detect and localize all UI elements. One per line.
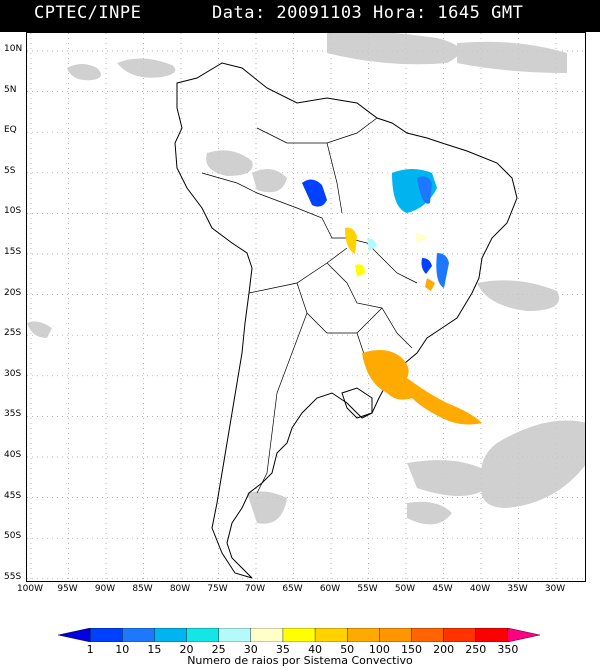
colorbar-segment	[411, 628, 445, 642]
colorbar-segment	[282, 628, 316, 642]
lon-label: 100W	[16, 584, 44, 594]
colorbar-segment	[218, 628, 252, 642]
colorbar-segment	[154, 628, 188, 642]
lat-label: 35S	[4, 409, 22, 420]
lat-label: 30S	[4, 368, 22, 379]
colorbar-label: 35	[275, 643, 290, 656]
lat-label: 25S	[4, 328, 22, 339]
lat-label: 5N	[4, 84, 17, 95]
colorbar-segment	[186, 628, 220, 642]
colorbar-label: 200	[433, 643, 455, 656]
lat-label: 20S	[4, 287, 22, 298]
lon-label: 90W	[94, 584, 116, 594]
colorbar-label: 250	[465, 643, 487, 656]
colorbar-label: 100	[368, 643, 390, 656]
lon-label: 50W	[394, 584, 416, 594]
lon-label: 85W	[132, 584, 153, 594]
colorbar-segment	[379, 628, 413, 642]
colorbar-segment	[475, 628, 509, 642]
colorbar-label: 350	[497, 643, 519, 656]
colorbar-label: 40	[308, 643, 323, 656]
lat-label: 50S	[4, 531, 22, 542]
colorbar-segment	[314, 628, 348, 642]
lat-label: 10N	[4, 44, 23, 54]
lat-label: 40S	[4, 450, 22, 460]
lat-label: 45S	[4, 490, 22, 501]
graticule	[27, 33, 585, 581]
colorbar-label: 150	[400, 643, 422, 656]
colorbar-label: 10	[115, 643, 130, 656]
colorbar-segment	[250, 628, 284, 642]
colorbar-segment	[347, 628, 381, 642]
colorbar-caption: Numero de raios por Sistema Convectivo	[187, 654, 413, 667]
lat-label: EQ	[4, 125, 17, 136]
lon-label: 30W	[544, 584, 566, 594]
lon-label: 75W	[207, 584, 228, 594]
lat-label: 15S	[4, 247, 22, 257]
colorbar-label: 1	[86, 643, 94, 656]
colorbar-label: 20	[179, 643, 194, 656]
lon-label: 40W	[469, 584, 491, 594]
lon-label: 45W	[432, 584, 453, 594]
colorbar-segment	[58, 628, 91, 642]
map-header: CPTEC/INPE Data: 20091103 Hora: 1645 GMT	[0, 0, 600, 32]
map-svg	[27, 33, 585, 581]
colorbar-segment	[507, 628, 540, 642]
coastlines	[174, 62, 518, 579]
colorbar-label: 25	[211, 643, 226, 656]
convective-cells	[302, 169, 482, 425]
lon-label: 55W	[357, 584, 378, 594]
lon-label: 95W	[57, 584, 78, 594]
colorbar	[58, 628, 540, 642]
lon-label: 65W	[282, 584, 303, 594]
source-label: CPTEC/INPE	[34, 3, 142, 23]
lat-label: 55S	[4, 571, 22, 582]
lon-label: 60W	[319, 584, 341, 594]
colorbar-label: 30	[243, 643, 258, 656]
cloud-patches	[27, 33, 585, 525]
map-area	[26, 32, 586, 582]
colorbar-label: 15	[147, 643, 162, 656]
colorbar-segment	[122, 628, 156, 642]
lon-label: 70W	[244, 584, 266, 594]
colorbar-segment	[89, 628, 123, 642]
datetime-label: Data: 20091103 Hora: 1645 GMT	[212, 3, 524, 23]
colorbar-segment	[443, 628, 477, 642]
lon-label: 35W	[507, 584, 528, 594]
lat-label: 5S	[4, 165, 16, 176]
lon-label: 80W	[169, 584, 191, 594]
colorbar-label: 50	[340, 643, 355, 656]
lat-label: 10S	[4, 206, 22, 217]
